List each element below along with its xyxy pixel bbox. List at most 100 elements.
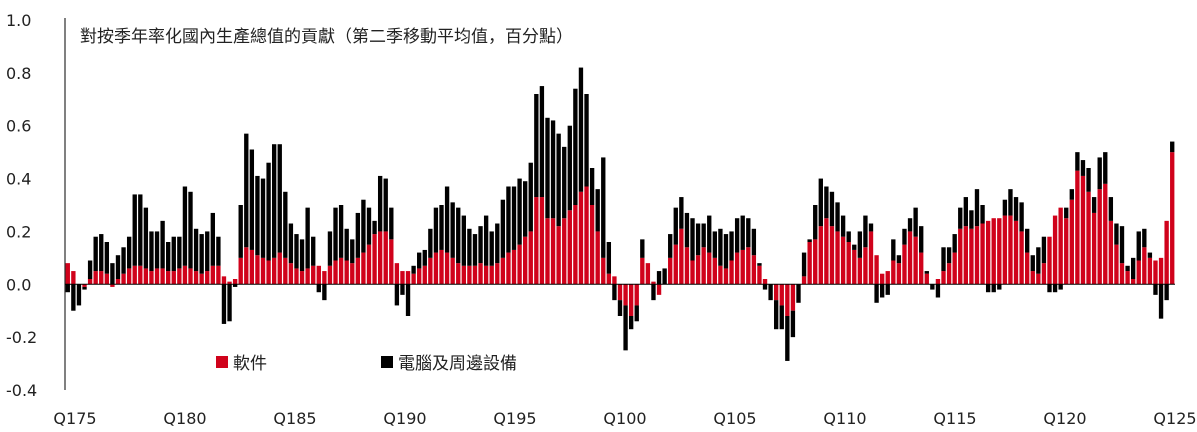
bar-software — [294, 268, 299, 285]
bar-computers — [311, 236, 316, 266]
bar-software — [121, 273, 126, 285]
bar-software — [188, 268, 193, 285]
bar-computers — [567, 125, 572, 211]
bar-computers — [1091, 197, 1097, 213]
bar-computers — [723, 234, 729, 269]
bar-software — [244, 247, 249, 285]
bar-software — [255, 255, 260, 285]
bar-software — [902, 244, 907, 285]
bar-computers — [1069, 189, 1074, 200]
bar-software — [969, 228, 974, 285]
bar-software — [729, 260, 734, 285]
bar-software — [138, 265, 143, 285]
bar-computers — [818, 178, 823, 227]
bar-software — [422, 265, 427, 285]
bar-software — [835, 231, 840, 285]
bar-software — [394, 263, 400, 285]
bar-software — [283, 257, 288, 285]
bar-computers — [456, 207, 461, 264]
bar-software — [366, 244, 372, 285]
bar-computers — [322, 284, 327, 301]
bar-software — [690, 260, 695, 285]
bar-software — [372, 234, 377, 285]
bar-software — [65, 263, 70, 285]
bar-computers — [500, 199, 506, 258]
bar-software — [461, 265, 466, 285]
x-tick-label: Q100 — [603, 409, 646, 428]
bar-computers — [316, 284, 321, 293]
bar-software — [824, 218, 829, 285]
bar-software — [338, 257, 344, 285]
bar-computers — [1086, 168, 1091, 192]
bar-computers — [857, 231, 863, 258]
bar-computers — [65, 284, 70, 293]
bar-software — [612, 276, 617, 285]
bar-software — [528, 231, 533, 285]
bar-computers — [785, 316, 790, 361]
bar-computers — [82, 286, 87, 290]
bar-computers — [1158, 284, 1164, 319]
bar-computers — [483, 215, 489, 266]
bar-software — [210, 265, 215, 285]
bar-software — [344, 260, 349, 285]
bar-computers — [511, 186, 517, 250]
bar-software — [1030, 271, 1035, 285]
bar-computers — [1047, 284, 1052, 293]
bar-software — [813, 239, 818, 285]
bar-software — [221, 276, 227, 285]
bar-software — [807, 242, 812, 285]
bar-software — [573, 205, 578, 285]
bar-computers — [400, 284, 405, 295]
bar-software — [1025, 252, 1030, 285]
bar-computers — [361, 199, 366, 253]
bar-computers — [93, 236, 98, 272]
bar-computers — [617, 300, 623, 316]
bar-computers — [444, 186, 450, 253]
bar-software — [695, 255, 701, 285]
bar-software — [785, 284, 790, 316]
bar-computers — [980, 205, 985, 224]
bar-computers — [673, 207, 678, 245]
bar-software — [1130, 279, 1136, 285]
bar-computers — [628, 316, 634, 330]
bar-software — [1013, 220, 1019, 285]
bar-software — [941, 271, 946, 285]
bar-computers — [1030, 255, 1035, 272]
bar-software — [606, 273, 612, 285]
bar-software — [868, 231, 874, 285]
bar-software — [595, 231, 600, 285]
bar-computers — [171, 236, 176, 272]
bar-software — [361, 252, 366, 285]
bar-computers — [154, 231, 160, 269]
bar-software — [1064, 218, 1069, 285]
bar-software — [316, 265, 321, 285]
bar-computers — [495, 223, 500, 264]
bar-software — [623, 284, 628, 306]
bar-computers — [1013, 197, 1019, 221]
bar-computers — [796, 284, 801, 303]
bar-computers — [963, 197, 968, 227]
bar-software — [601, 257, 606, 285]
bar-computers — [299, 239, 305, 272]
bar-software — [126, 268, 132, 285]
bar-software — [232, 279, 238, 285]
bar-software — [216, 265, 221, 285]
bar-software — [1147, 257, 1153, 285]
bar-software — [483, 265, 489, 285]
bars — [65, 67, 1175, 361]
bar-computers — [350, 239, 355, 264]
bar-software — [511, 249, 517, 285]
bar-software — [171, 271, 176, 285]
bar-software — [1086, 191, 1091, 285]
bar-software — [383, 231, 388, 285]
bar-software — [205, 271, 210, 285]
bar-computers — [210, 212, 215, 266]
bar-computers — [244, 133, 249, 248]
x-tick-label: Q185 — [273, 409, 316, 428]
bar-computers — [260, 178, 266, 258]
bar-software — [389, 239, 394, 285]
bar-software — [801, 276, 807, 285]
bar-computers — [377, 175, 383, 232]
bar-software — [260, 257, 266, 285]
bar-software — [907, 231, 913, 285]
